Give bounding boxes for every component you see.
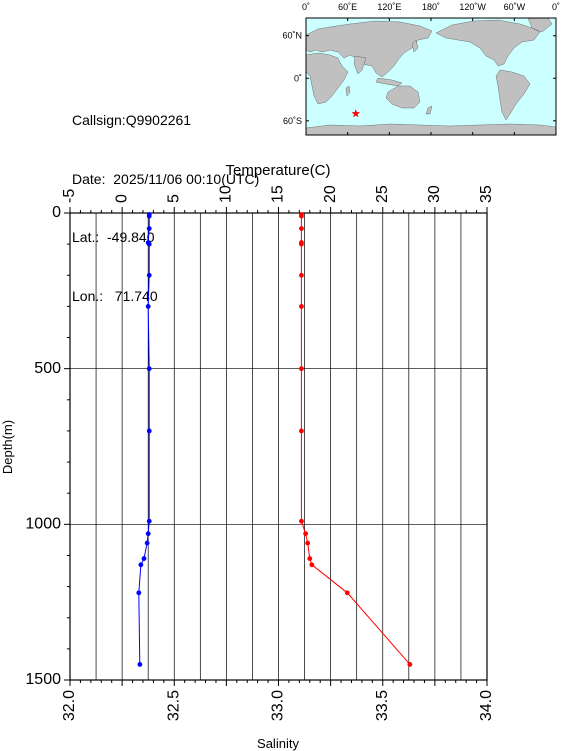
temperature-point bbox=[146, 272, 152, 278]
salinity-point bbox=[299, 518, 304, 524]
salinity-line bbox=[300, 214, 411, 665]
land-madagascar bbox=[345, 85, 351, 97]
date-text: Date: 2025/11/06 00:10(UTC) bbox=[72, 170, 260, 187]
map-lat-label: 60˚N bbox=[282, 31, 302, 41]
temperature-line bbox=[138, 214, 150, 665]
map-lat-label: 60˚S bbox=[283, 116, 302, 126]
depth-tick-label: 1500 bbox=[25, 671, 61, 688]
map-lon-label: 120˚E bbox=[377, 2, 401, 12]
land-africa bbox=[305, 52, 349, 105]
salinity-point bbox=[407, 662, 413, 667]
land-india bbox=[353, 55, 367, 75]
temperature-point bbox=[146, 226, 152, 231]
temperature-point bbox=[146, 518, 152, 524]
temperature-point bbox=[145, 304, 151, 309]
temperature-point bbox=[146, 241, 152, 247]
map-ticks bbox=[305, 18, 557, 135]
temperature-tick-label: 30 bbox=[426, 185, 443, 203]
temperature-point bbox=[136, 590, 142, 596]
land-australia bbox=[385, 85, 421, 109]
temperature-tick-label: 0 bbox=[113, 194, 130, 203]
chart-series bbox=[136, 212, 413, 667]
temperature-tick-label: 10 bbox=[218, 185, 235, 203]
salinity-tick-label: 34.0 bbox=[478, 690, 495, 721]
temperature-point bbox=[145, 531, 151, 537]
chart-axes bbox=[64, 207, 488, 686]
salinity-point bbox=[299, 304, 304, 309]
map-lon-label: 180˚ bbox=[422, 2, 440, 12]
depth-tick-label: 1000 bbox=[25, 516, 61, 533]
salinity-point bbox=[303, 531, 309, 537]
longitude-text: Lon.: 71.740 bbox=[72, 287, 158, 304]
salinity-point bbox=[299, 272, 304, 278]
temperature-tick-label: 15 bbox=[270, 185, 287, 203]
map-lon-label: 60˚W bbox=[504, 2, 526, 12]
temperature-point bbox=[138, 562, 144, 568]
depth-axis-label: Depth(m) bbox=[0, 420, 15, 474]
salinity-tick-label: 32.5 bbox=[165, 690, 182, 721]
float-info-panel: Callsign:Q9902261 Date: 2025/11/06 00:10… bbox=[72, 72, 259, 326]
salinity-point bbox=[299, 366, 304, 372]
map-lon-label: 0˚ bbox=[552, 2, 560, 12]
salinity-point bbox=[305, 540, 311, 546]
temperature-tick-label: 20 bbox=[322, 185, 339, 203]
map-lon-label: 120˚W bbox=[459, 2, 486, 12]
temperature-tick-label: -5 bbox=[61, 189, 78, 203]
temperature-point bbox=[137, 662, 143, 667]
chart-grid bbox=[70, 213, 487, 680]
salinity-axis-label: Salinity bbox=[257, 736, 299, 751]
temperature-point bbox=[141, 556, 147, 561]
salinity-tick-label: 33.0 bbox=[270, 690, 287, 721]
salinity-point bbox=[299, 241, 304, 247]
temperature-point bbox=[146, 213, 152, 219]
profile-chart: -5 0 5 10 15 20 25 30 35 32.0 32.5 33.0 33.5 34.0 05… bbox=[0, 162, 495, 751]
depth-tick-labels: 0 500 1000 1500 bbox=[25, 204, 61, 688]
salinity-tick-label: 32.0 bbox=[61, 690, 78, 721]
temperature-axis-label: Temperature(C) bbox=[225, 162, 330, 179]
map-labels: 0˚ 60˚E 120˚E 180˚ 120˚W 60˚W 0˚ 60˚N 0˚ 60˚S bbox=[282, 2, 560, 126]
land-japan bbox=[411, 39, 419, 53]
temperature-point bbox=[144, 540, 150, 546]
land-north-america bbox=[435, 19, 541, 67]
land-south-america bbox=[495, 69, 531, 121]
temperature-point bbox=[146, 366, 152, 372]
salinity-point bbox=[309, 562, 315, 568]
salinity-point bbox=[299, 213, 304, 219]
temperature-tick-labels: -5 0 5 10 15 20 25 30 35 bbox=[61, 185, 495, 203]
salinity-point bbox=[299, 428, 304, 434]
salinity-tick-labels: 32.0 32.5 33.0 33.5 34.0 bbox=[61, 690, 495, 721]
land-new-zealand bbox=[425, 105, 433, 115]
temperature-point bbox=[146, 428, 152, 434]
temperature-tick-label: 5 bbox=[165, 194, 182, 203]
temperature-tick-label: 35 bbox=[478, 185, 495, 203]
land-eurasia bbox=[305, 20, 433, 78]
salinity-tick-label: 33.5 bbox=[374, 690, 391, 721]
map-lon-label: 0˚ bbox=[302, 2, 310, 12]
float-position-marker bbox=[351, 109, 361, 118]
depth-tick-label: 0 bbox=[52, 204, 61, 221]
map-land bbox=[305, 17, 557, 136]
map-lat-label: 0˚ bbox=[294, 73, 302, 83]
salinity-point bbox=[299, 226, 304, 231]
callsign-text: Callsign:Q9902261 bbox=[72, 112, 192, 128]
salinity-point bbox=[307, 556, 313, 561]
map-lon-label: 60˚E bbox=[338, 2, 357, 12]
depth-tick-label: 500 bbox=[34, 360, 61, 377]
temperature-tick-label: 25 bbox=[374, 185, 391, 203]
world-map: 0˚ 60˚E 120˚E 180˚ 120˚W 60˚W 0˚ 60˚N 0˚ 60˚S bbox=[282, 2, 560, 136]
latitude-text: Lat.: -49.840 bbox=[72, 229, 155, 245]
salinity-point bbox=[344, 590, 350, 596]
